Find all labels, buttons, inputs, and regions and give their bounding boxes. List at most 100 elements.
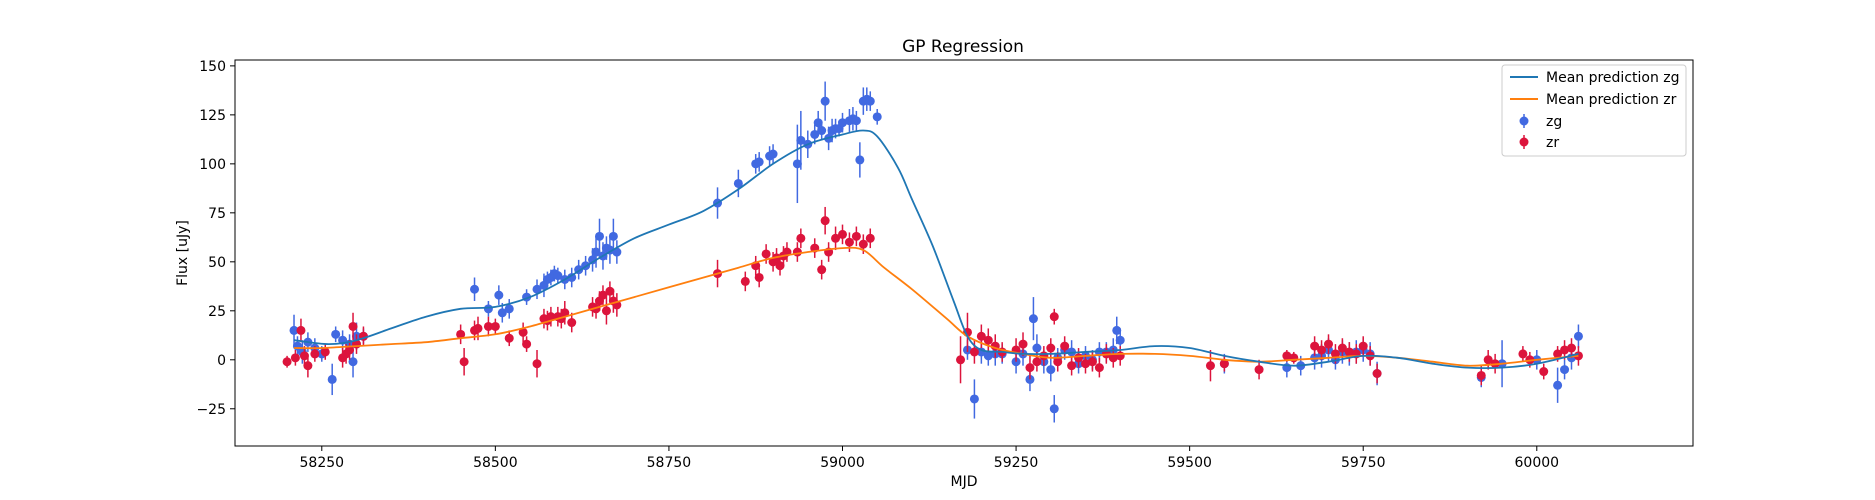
zr-data-point [1053,357,1063,367]
zr-data-point [546,312,556,322]
zr-data-point [1289,353,1299,363]
zr-data-point [348,321,358,331]
y-axis-label: Flux [uJy] [175,220,191,286]
zg-data-point [969,394,979,404]
zg-data-point [768,149,778,159]
zg-data-point [754,157,764,167]
y-tick-label: 125 [199,108,226,124]
x-tick-label: 59750 [1341,455,1386,471]
zr-data-point [740,276,750,286]
zr-data-point [1094,363,1104,373]
zr-data-point [483,321,493,331]
zr-data-point [310,349,320,359]
zr-data-point [345,345,355,355]
zg-data-point [470,284,480,294]
zg-data-point [1028,314,1038,324]
zg-data-point [1032,343,1042,353]
zr-data-point [820,216,830,226]
y-tick-label: 100 [199,157,226,173]
zr-data-point [983,335,993,345]
zr-data-point [1553,349,1563,359]
zr-data-point [290,353,300,363]
y-tick-label: −25 [196,402,226,418]
zr-data-point [1039,351,1049,361]
zr-data-point [976,331,986,341]
zr-data-point [969,347,979,357]
zr-data-point [817,265,827,275]
zr-data-point [1018,339,1028,349]
zg-data-point [289,325,299,335]
zg-data-point [872,112,882,122]
zr-data-point [761,249,771,259]
zr-data-point [844,237,854,247]
zr-data-point [473,323,483,333]
y-tick-label: 75 [208,206,226,222]
zr-data-point [1060,341,1070,351]
zr-data-point [1560,345,1570,355]
zg-data-point [796,135,806,145]
zg-data-point [532,284,542,294]
legend-label-zr: zr [1546,135,1559,151]
zg-data-point [483,304,493,314]
zr-data-point [838,229,847,239]
y-tick-label: 0 [217,353,226,369]
zr-data-point [1032,357,1042,367]
zg-data-point [733,178,743,188]
zr-data-point [1205,361,1215,371]
zr-data-point [1115,351,1125,361]
mean-prediction-zg-line [293,129,1579,370]
zr-data-point [522,339,532,349]
zr-data-point [1310,341,1320,351]
legend-box [1501,64,1687,157]
zr-data-point [1518,349,1528,359]
zg-data-point [1112,325,1122,335]
zg-data-point [588,255,598,265]
zg-data-point [810,129,820,139]
x-axis-label: MJD [951,474,978,490]
zr-data-point [1108,353,1118,363]
zg-data-point [1046,365,1056,375]
zr-data-point [1324,339,1333,349]
zg-data-point [1560,365,1570,375]
zr-data-point [775,261,785,271]
zr-data-point [598,290,608,300]
legend-label-zg: zg [1546,114,1562,130]
x-tick-label: 59000 [820,455,865,471]
x-tick-label: 58750 [647,455,692,471]
zr-data-point [504,333,514,343]
y-tick-label: 150 [199,59,226,75]
zr-data-point [792,247,802,257]
zr-data-point [532,359,542,369]
x-tick-label: 59250 [994,455,1039,471]
zg-data-point [327,374,337,384]
zg-data-point [855,155,865,165]
x-tick-label: 58500 [473,455,518,471]
zr-data-point [1476,370,1486,380]
zg-data-point [820,96,830,106]
zg-data-point [553,271,563,281]
legend-label-mean-zg: Mean prediction zg [1546,70,1680,86]
zr-data-point [1254,365,1264,375]
zr-data-point [1046,343,1056,353]
zr-data-point [1483,355,1493,365]
zr-data-point [456,329,466,339]
zr-data-point [1539,367,1549,377]
zr-data-point [1067,361,1077,371]
legend: Mean prediction zg Mean prediction zr zg… [1501,64,1687,157]
y-tick-label: 50 [208,255,226,271]
plot-area [282,81,1583,423]
zg-data-point [494,290,504,300]
zr-data-point [851,231,861,241]
zr-data-point [1074,353,1084,363]
zg-data-point [813,118,823,128]
zg-data-point [1573,331,1583,341]
zr-data-point [865,233,875,243]
zr-data-point [567,318,577,328]
zg-data-point [591,247,601,257]
zg-data-point [331,329,341,339]
x-axis: 58250 58500 58750 59000 59250 59500 59750 60000 [300,446,1559,471]
zr-data-point [320,347,330,357]
y-tick-label: 25 [208,304,226,320]
zr-data-point [1282,351,1292,361]
